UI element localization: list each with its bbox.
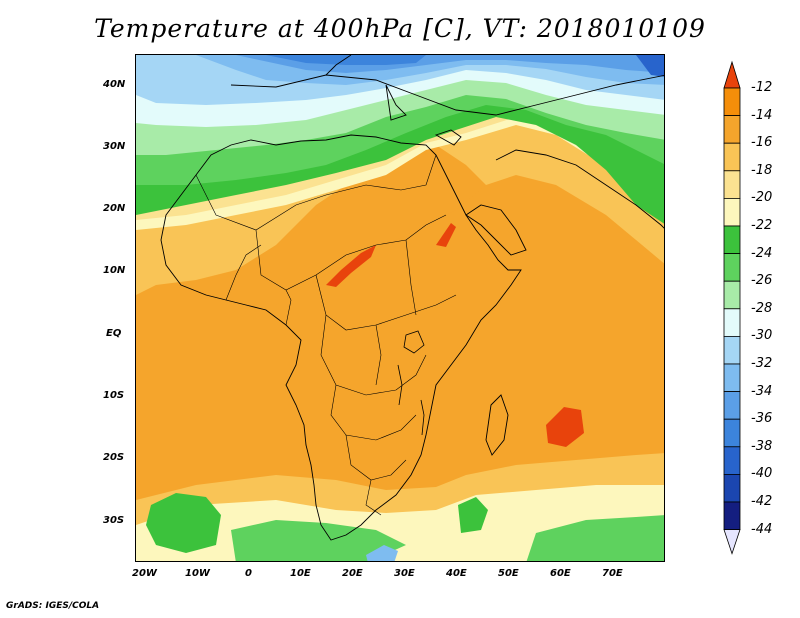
colorbar-tick-label: -16 — [751, 135, 773, 151]
colorbar-tick-label: -14 — [751, 107, 773, 123]
lon-label-70e: 70E — [602, 568, 623, 579]
lat-label-10s: 10S — [103, 390, 125, 401]
lat-label-20s: 20S — [103, 452, 125, 463]
colorbar-swatch — [723, 446, 741, 475]
lon-label-10e: 10E — [290, 568, 311, 579]
green-patch-indian — [458, 497, 488, 533]
colorbar-tick-label: -44 — [751, 521, 773, 537]
colorbar-swatch — [723, 142, 741, 172]
colorbar-tick-label: -20 — [751, 190, 773, 206]
lat-label-30n: 30N — [103, 141, 126, 152]
lon-label-50e: 50E — [498, 568, 519, 579]
colorbar-swatch — [723, 253, 741, 282]
colorbar-swatch — [723, 501, 741, 531]
colorbar-swatch — [723, 170, 741, 199]
country-borders — [195, 154, 457, 516]
colorbar-swatch — [723, 335, 741, 365]
lat-label-20n: 20N — [103, 203, 126, 214]
colorbar-swatch — [723, 197, 741, 227]
lat-label-10n: 10N — [103, 265, 126, 276]
warm-spot-ethiopia — [436, 223, 456, 247]
colorbar-tick-label: -34 — [751, 383, 773, 399]
colorbar-swatch — [723, 391, 741, 420]
colorbar-tick-label: -26 — [751, 273, 773, 289]
green-patch-south-atlantic — [231, 520, 406, 561]
colorbar-swatch — [723, 473, 741, 503]
lon-label-0: 0 — [245, 568, 252, 579]
colorbar-bottom-arrow — [723, 529, 741, 555]
grads-credit: GrADS: IGES/COLA — [6, 601, 100, 611]
colorbar-swatch — [723, 308, 741, 337]
colorbar-swatch — [723, 363, 741, 393]
colorbar-tick-label: -42 — [751, 494, 773, 509]
lon-label-20w: 20W — [132, 568, 157, 579]
lakes — [397, 330, 425, 436]
colorbar-swatch — [723, 87, 741, 117]
coastlines — [160, 55, 664, 541]
colorbar-tick-label: -18 — [751, 162, 773, 178]
colorbar-swatch — [723, 225, 741, 255]
band-dark-blue — [266, 55, 426, 65]
colorbar-tick-label: -30 — [751, 328, 773, 344]
warm-spot-indian-ocean — [546, 407, 584, 447]
green-patch-southwest — [146, 493, 221, 553]
colorbar-tick-label: -40 — [751, 466, 773, 482]
colorbar-tick-label: -36 — [751, 411, 773, 427]
map-canvas — [136, 55, 664, 561]
lon-label-20e: 20E — [342, 568, 363, 579]
lon-label-30e: 30E — [394, 568, 415, 579]
lat-label-40n: 40N — [103, 79, 126, 90]
colorbar-tick-label: -12 — [751, 80, 773, 95]
lat-label-eq: EQ — [106, 328, 122, 339]
warm-spot-sahel — [326, 245, 376, 287]
temperature-map — [135, 54, 665, 562]
lon-label-40e: 40E — [446, 568, 467, 579]
colorbar-swatch — [723, 280, 741, 310]
blue-patch-south — [366, 545, 398, 561]
colorbar-tick-label: -24 — [751, 245, 773, 261]
map-title: Temperature at 400hPa [C], VT: 201801010… — [94, 14, 706, 43]
colorbar-tick-label: -38 — [751, 438, 773, 454]
green-patch-southeast — [526, 515, 664, 561]
colorbar-tick-label: -28 — [751, 300, 773, 316]
colorbar-tick-label: -32 — [751, 356, 773, 371]
colorbar-top-arrow — [723, 60, 741, 89]
lat-label-30s: 30S — [103, 515, 125, 526]
colorbar-swatch — [723, 115, 741, 144]
lon-label-10w: 10W — [185, 568, 210, 579]
colorbar-tick-label: -22 — [751, 218, 773, 233]
colorbar-swatch — [723, 418, 741, 448]
lon-label-60e: 60E — [550, 568, 571, 579]
band-darker-blue — [636, 55, 664, 77]
